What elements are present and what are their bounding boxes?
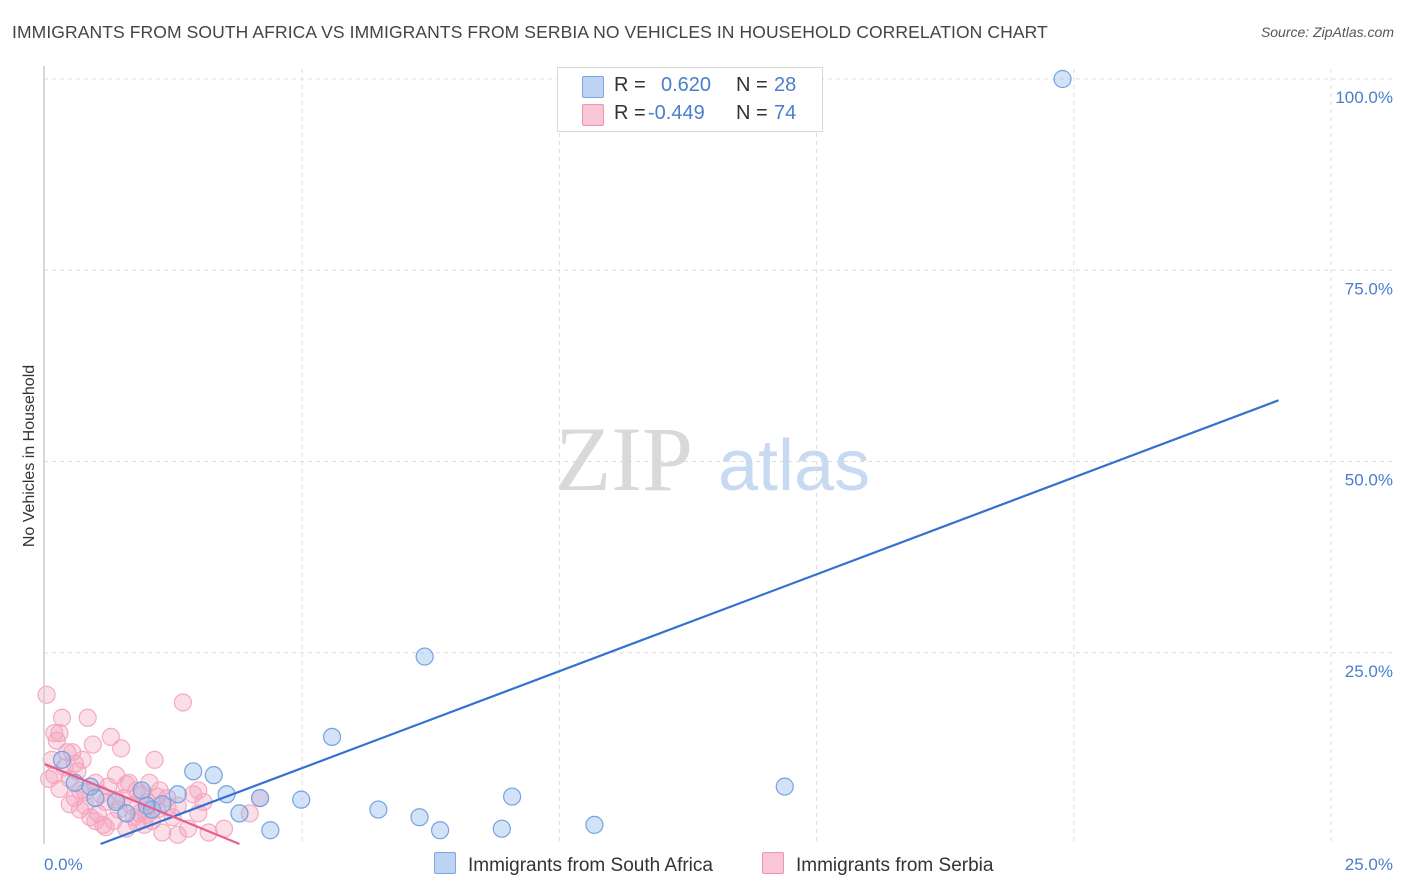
serbia-point [96, 818, 115, 837]
south-africa-point [1053, 69, 1072, 89]
legend-n-label: N = [736, 74, 768, 96]
bottom-legend-south-africa: Immigrants from South Africa [434, 852, 713, 877]
serbia-point [145, 750, 164, 769]
serbia-point [50, 723, 69, 743]
x-tick-label: 0.0% [44, 855, 83, 874]
south-africa-point [410, 808, 429, 827]
south-africa-point [322, 727, 342, 747]
legend-n-value: 74 [774, 102, 797, 124]
legend-row-serbia: R = -0.449 N = 74 [558, 101, 822, 127]
correlation-legend: R = 0.620 N = 28 R = -0.449 N = 74 [557, 67, 823, 132]
south-africa-point [292, 790, 311, 809]
south-africa-point [369, 800, 388, 819]
south-africa-point [492, 819, 511, 838]
serbia-point [78, 708, 97, 727]
serbia-point [153, 823, 172, 842]
legend-swatch-south-africa [582, 76, 604, 98]
south-africa-point [775, 777, 794, 796]
south-africa-point [230, 804, 249, 823]
serbia-point [199, 823, 218, 842]
chart-title: IMMIGRANTS FROM SOUTH AFRICA VS IMMIGRAN… [12, 22, 1048, 42]
serbia-point [140, 773, 159, 792]
south-africa-point [117, 804, 136, 823]
south-africa-point [250, 788, 270, 808]
serbia-trend-line [43, 762, 240, 846]
serbia-point [117, 775, 136, 794]
serbia-point [189, 781, 208, 800]
legend-r-label: R = [614, 102, 646, 124]
south-africa-point [585, 815, 604, 834]
watermark-zip: ZIP [555, 408, 693, 510]
serbia-point [70, 800, 90, 819]
serbia-point [112, 739, 131, 758]
south-africa-point [52, 750, 72, 769]
serbia-point [83, 735, 102, 754]
serbia-point [168, 825, 187, 844]
serbia-point [63, 743, 82, 762]
bottom-legend-serbia: Immigrants from Serbia [762, 852, 993, 877]
legend-r-value: 0.620 [661, 74, 712, 96]
legend-n-value: 28 [774, 74, 797, 96]
x-tick-label: 25.0% [1345, 855, 1393, 874]
legend-r-label: R = [614, 74, 646, 96]
south-africa-point [430, 821, 450, 840]
serbia-point [52, 708, 72, 727]
y-tick-label: 75.0% [1345, 279, 1393, 298]
serbia-point [101, 727, 120, 747]
south-africa-trend-line [100, 399, 1279, 846]
legend-r-value: -0.449 [648, 102, 705, 124]
bottom-legend-label-serbia: Immigrants from Serbia [796, 855, 994, 876]
serbia-point [45, 723, 64, 743]
y-axis-label: No Vehicles in Household [21, 365, 38, 547]
source-credit: Source: ZipAtlas.com [1260, 24, 1394, 40]
bottom-legend-label-south-africa: Immigrants from South Africa [468, 855, 713, 876]
south-africa-point [184, 762, 203, 781]
watermark: ZIP atlas [555, 408, 870, 510]
serbia-point [37, 685, 56, 704]
south-africa-point [86, 788, 105, 808]
legend-swatch-serbia [582, 104, 604, 126]
south-africa-point [168, 785, 187, 804]
south-africa-point [132, 781, 151, 800]
trend-lines [43, 399, 1279, 846]
serbia-point [60, 795, 79, 814]
south-africa-point [415, 647, 434, 666]
legend-row-south-africa: R = 0.620 N = 28 [558, 73, 822, 99]
bottom-legend-swatch-south-africa [434, 852, 456, 874]
south-africa-point [503, 787, 522, 806]
serbia-point [76, 782, 95, 802]
y-tick-label: 50.0% [1345, 471, 1393, 490]
legend-n-label: N = [736, 102, 768, 124]
south-africa-point [204, 766, 223, 785]
watermark-atlas: atlas [718, 426, 870, 506]
serbia-point [86, 811, 105, 831]
y-tick-label: 25.0% [1345, 662, 1393, 681]
y-tick-label: 100.0% [1335, 88, 1393, 107]
bottom-legend-swatch-serbia [762, 852, 784, 874]
gridlines [44, 69, 1392, 844]
serbia-point [240, 804, 259, 823]
serbia-point [173, 693, 192, 712]
serbia-point [50, 779, 69, 799]
axes: 25.0% 50.0% 75.0% 100.0% 0.0% 25.0% [43, 66, 1393, 874]
south-africa-point [261, 821, 280, 840]
